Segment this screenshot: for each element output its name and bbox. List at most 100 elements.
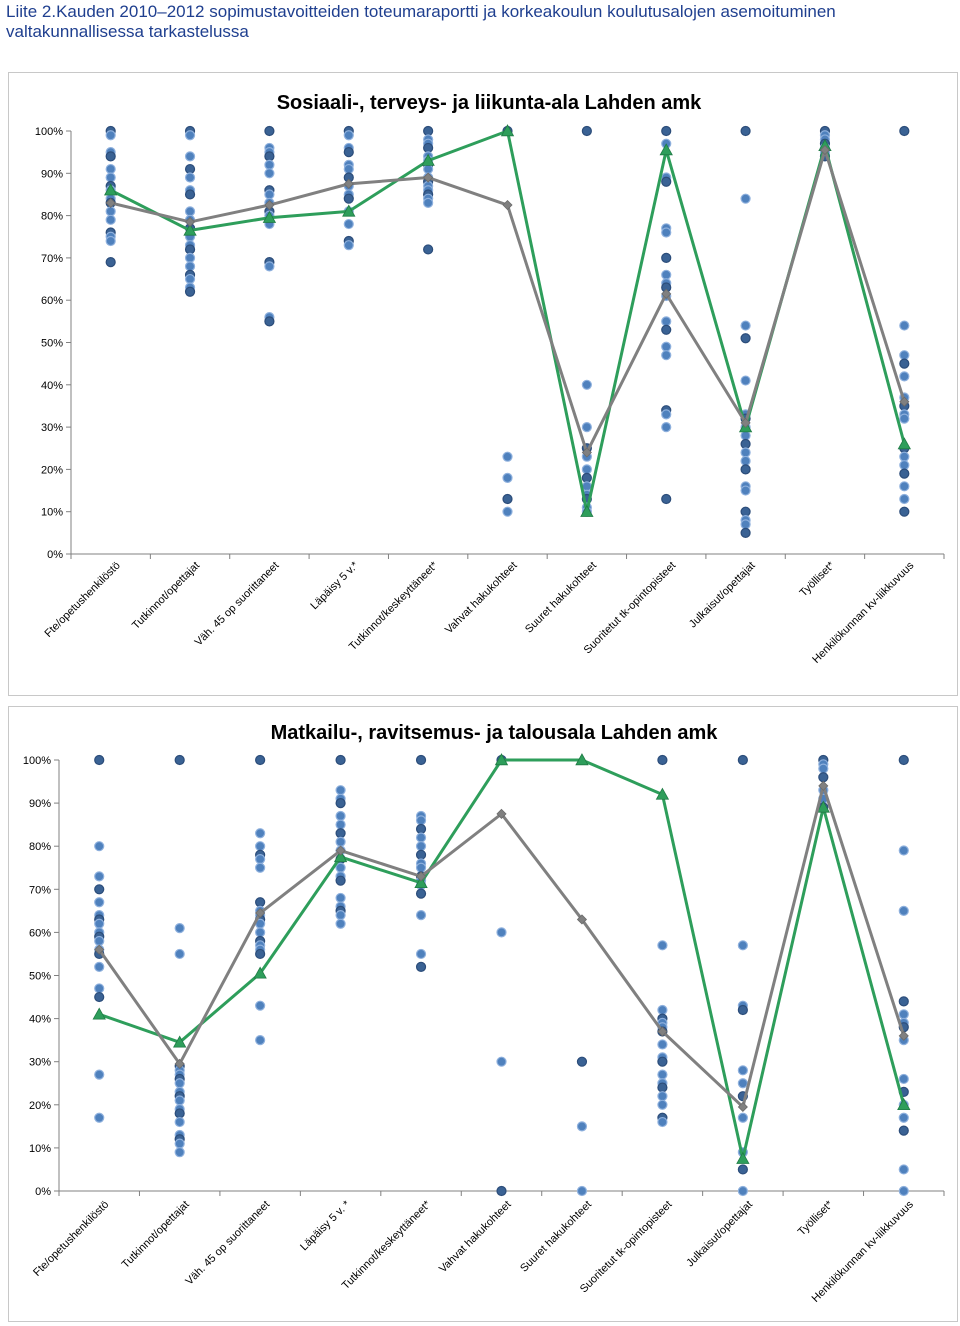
- chart-panel-2: Matkailu-, ravitsemus- ja talousala Lahd…: [8, 706, 958, 1322]
- scatter-point: [898, 1009, 909, 1020]
- scatter-point: [264, 125, 275, 137]
- y-tick-label: 20%: [41, 464, 63, 476]
- scatter-point: [255, 897, 266, 908]
- gray-series-line: [110, 148, 906, 454]
- scatter-point: [899, 460, 910, 471]
- gray-series-marker: [740, 417, 751, 428]
- scatter-point: [415, 862, 427, 873]
- scatter-point: [415, 888, 427, 899]
- y-tick-label: 50%: [41, 338, 63, 350]
- scatter-point: [415, 910, 427, 921]
- scatter-point: [255, 1000, 266, 1011]
- green-series-marker: [262, 210, 277, 223]
- scatter-point: [661, 125, 672, 137]
- scatter-point: [343, 193, 354, 204]
- scatter-point: [264, 316, 275, 327]
- scatter-point: [581, 125, 592, 137]
- scatter-point: [899, 371, 910, 382]
- y-tick-label: 40%: [41, 380, 63, 392]
- scatter-point: [105, 163, 116, 175]
- scatter-point: [740, 125, 751, 137]
- scatter-point: [415, 832, 427, 843]
- x-tick-label: Läpäisy 5 v.*: [308, 559, 361, 612]
- scatter-point: [898, 1164, 909, 1175]
- scatter-point: [343, 130, 354, 141]
- scatter-point: [502, 506, 513, 517]
- x-tick-label: Vahvat hakukohteet: [437, 1199, 514, 1276]
- green-series-marker: [333, 850, 348, 863]
- gray-series-marker: [415, 871, 427, 882]
- scatter-point: [105, 214, 116, 225]
- scatter-point: [184, 151, 196, 162]
- scatter-point: [94, 897, 105, 908]
- x-tick-label: Julkaisut/opettajat: [687, 560, 758, 631]
- scatter-point: [661, 350, 672, 361]
- scatter-point: [255, 841, 266, 852]
- scatter-point: [415, 961, 427, 972]
- x-tick-label: Väh. 45 op suorittaneet: [193, 560, 282, 649]
- scatter-point: [576, 1056, 588, 1067]
- scatter-point: [335, 836, 346, 847]
- scatter-point: [657, 1056, 668, 1067]
- gray-series-marker: [581, 447, 592, 458]
- green-series-marker: [92, 1007, 106, 1020]
- gray-series-marker: [174, 1058, 185, 1069]
- scatter-point: [740, 506, 751, 517]
- x-tick-label: Suuret hakukohteet: [518, 1199, 594, 1275]
- scatter-point: [657, 1099, 668, 1110]
- gray-series-marker: [818, 780, 829, 791]
- scatter-point: [174, 922, 185, 934]
- gray-series-marker: [343, 178, 354, 189]
- x-tick-label: Julkaisut/opettajat: [684, 1199, 755, 1270]
- scatter-point: [898, 754, 909, 766]
- scatter-point: [335, 819, 346, 830]
- green-series-marker: [173, 1035, 187, 1048]
- scatter-point: [184, 172, 196, 183]
- scatter-point: [174, 948, 185, 960]
- scatter-point: [899, 506, 910, 517]
- gray-series-marker: [502, 199, 513, 211]
- scatter-point: [657, 1069, 668, 1080]
- y-tick-label: 20%: [29, 1100, 51, 1112]
- scatter-point: [661, 493, 672, 505]
- chart-1: Sosiaali-, terveys- ja liikunta-ala Lahd…: [35, 92, 945, 666]
- scatter-point: [661, 227, 672, 238]
- scatter-point: [899, 413, 910, 424]
- x-tick-label: Väh. 45 op suorittaneet: [183, 1199, 272, 1288]
- chart-2: Matkailu-, ravitsemus- ja talousala Lahd…: [23, 722, 945, 1305]
- green-series-marker: [736, 1151, 750, 1164]
- scatter-point: [335, 918, 346, 929]
- scatter-point: [740, 430, 751, 441]
- scatter-point: [661, 269, 672, 280]
- scatter-point: [264, 168, 275, 179]
- scatter-point: [581, 379, 592, 390]
- scatter-point: [105, 235, 116, 247]
- green-series-marker: [659, 143, 673, 156]
- scatter-point: [105, 257, 116, 268]
- gray-series-marker: [184, 216, 196, 228]
- scatter-point: [255, 828, 266, 839]
- y-tick-label: 100%: [35, 126, 63, 138]
- scatter-point: [415, 823, 427, 835]
- scatter-point: [255, 854, 266, 865]
- x-tick-label: Suuret hakukohteet: [523, 560, 599, 636]
- scatter-point: [415, 754, 427, 766]
- scatter-point: [898, 996, 909, 1007]
- scatter-point: [737, 940, 748, 951]
- y-tick-label: 100%: [23, 755, 51, 767]
- scatter-point: [174, 754, 185, 766]
- scatter-point: [94, 983, 105, 994]
- scatter-point: [576, 1121, 588, 1132]
- x-tick-label: Työlliset*: [797, 559, 837, 599]
- y-tick-label: 50%: [29, 971, 51, 983]
- scatter-point: [740, 333, 751, 344]
- scatter-point: [335, 828, 346, 839]
- scatter-point: [581, 422, 592, 433]
- scatter-point: [661, 176, 672, 187]
- scatter-point: [94, 1069, 105, 1080]
- scatter-point: [899, 320, 910, 331]
- y-tick-label: 30%: [29, 1057, 51, 1069]
- y-tick-label: 0%: [47, 549, 63, 561]
- scatter-point: [740, 438, 751, 450]
- scatter-point: [184, 244, 196, 255]
